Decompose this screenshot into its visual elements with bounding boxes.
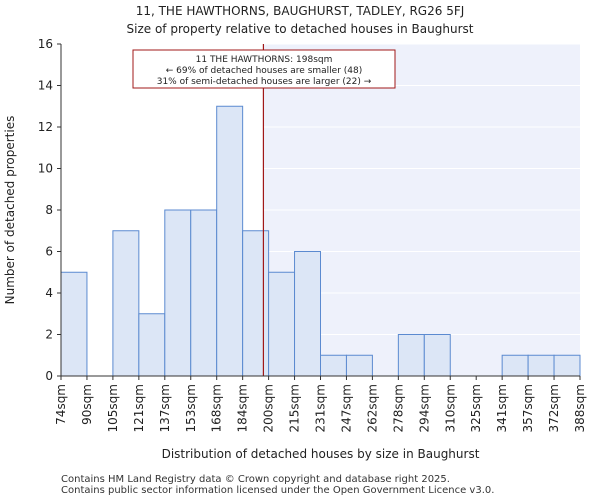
y-tick-label: 0 [45, 369, 53, 383]
histogram-bar [345, 354, 373, 377]
x-tick-label: 74sqm [54, 384, 68, 425]
y-tick-label: 2 [45, 328, 53, 342]
histogram-bar [553, 354, 581, 377]
x-tick-label: 168sqm [210, 384, 224, 432]
histogram-bar [423, 334, 451, 377]
histogram-bar [501, 354, 529, 377]
histogram-bar [190, 209, 218, 377]
x-tick-label: 372sqm [547, 384, 561, 432]
x-tick-label: 105sqm [106, 384, 120, 432]
histogram-bar [527, 354, 555, 377]
y-tick-label: 8 [45, 203, 53, 217]
chart-title-address: 11, THE HAWTHORNS, BAUGHURST, TADLEY, RG… [135, 4, 465, 18]
histogram-bar [112, 230, 140, 377]
histogram-bar [397, 334, 425, 377]
histogram-bar [294, 251, 321, 377]
y-tick-label: 10 [38, 162, 53, 176]
x-tick-label: 388sqm [573, 384, 587, 432]
x-tick-label: 184sqm [236, 384, 250, 432]
histogram-bar [216, 105, 244, 377]
x-tick-label: 341sqm [495, 384, 509, 432]
x-tick-label: 247sqm [339, 384, 353, 432]
y-tick-label: 16 [38, 37, 53, 51]
x-tick-label: 200sqm [262, 384, 276, 432]
annotation-line-3: 31% of semi-detached houses are larger (… [157, 77, 372, 87]
x-tick-label: 153sqm [184, 384, 198, 432]
x-tick-label: 325sqm [469, 384, 483, 432]
x-tick-label: 310sqm [443, 384, 457, 432]
y-axis-label: Number of detached properties [3, 116, 17, 305]
y-tick-label: 12 [38, 120, 53, 134]
histogram-bar [138, 313, 166, 377]
x-tick-label: 357sqm [521, 384, 535, 432]
annotation-box: 11 THE HAWTHORNS: 198sqm ← 69% of detach… [132, 49, 396, 89]
annotation-line-2: ← 69% of detached houses are smaller (48… [166, 66, 363, 76]
footer-copyright: Contains HM Land Registry data © Crown c… [61, 474, 450, 485]
x-tick-label: 231sqm [314, 384, 328, 432]
x-tick-label: 294sqm [417, 384, 431, 432]
x-tick-label: 262sqm [365, 384, 379, 432]
x-tick-label: 215sqm [288, 384, 302, 432]
y-tick-label: 4 [45, 286, 53, 300]
y-tick-label: 14 [38, 79, 53, 93]
histogram-bar [242, 230, 270, 377]
x-tick-label: 121sqm [132, 384, 146, 432]
x-tick-label: 278sqm [391, 384, 405, 432]
histogram-bar [164, 209, 192, 377]
y-tick-label: 6 [45, 245, 53, 259]
histogram-bar [268, 271, 296, 377]
annotation-line-1: 11 THE HAWTHORNS: 198sqm [196, 55, 333, 65]
histogram-bar [60, 271, 88, 377]
footer-licence: Contains public sector information licen… [61, 485, 495, 496]
x-axis-label: Distribution of detached houses by size … [162, 447, 480, 461]
x-tick-label: 90sqm [80, 384, 94, 425]
chart-subtitle: Size of property relative to detached ho… [126, 22, 474, 36]
x-tick-label: 137sqm [158, 384, 172, 432]
histogram-bar [320, 354, 347, 377]
